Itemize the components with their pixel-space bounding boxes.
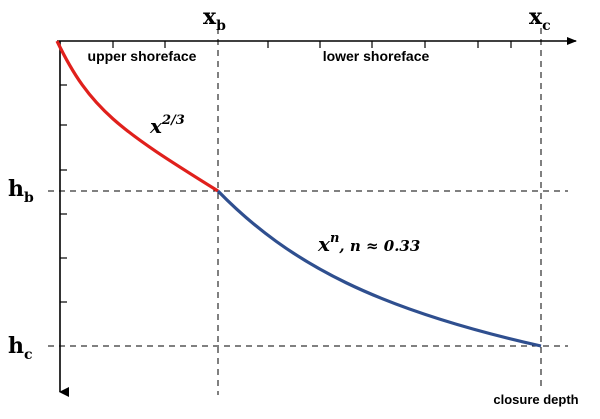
upper-shoreface-label: upper shoreface	[88, 48, 197, 64]
y-axis-ticks	[60, 84, 67, 303]
hc-label: hc	[8, 333, 33, 363]
xc-label: xc	[529, 4, 551, 34]
upper-shoreface-curve	[55, 40, 219, 193]
closure-depth-label: closure depth	[493, 392, 578, 407]
hb-label: hb	[8, 176, 34, 206]
lower-curve-label: xn, n ≈ 0.33	[317, 231, 420, 256]
upper-curve-label: x2/3	[149, 113, 185, 138]
xb-label: xb	[203, 4, 226, 34]
lower-shoreface-label: lower shoreface	[323, 48, 430, 64]
lower-shoreface-curve	[216, 189, 542, 348]
x-axis-ticks	[112, 41, 512, 48]
